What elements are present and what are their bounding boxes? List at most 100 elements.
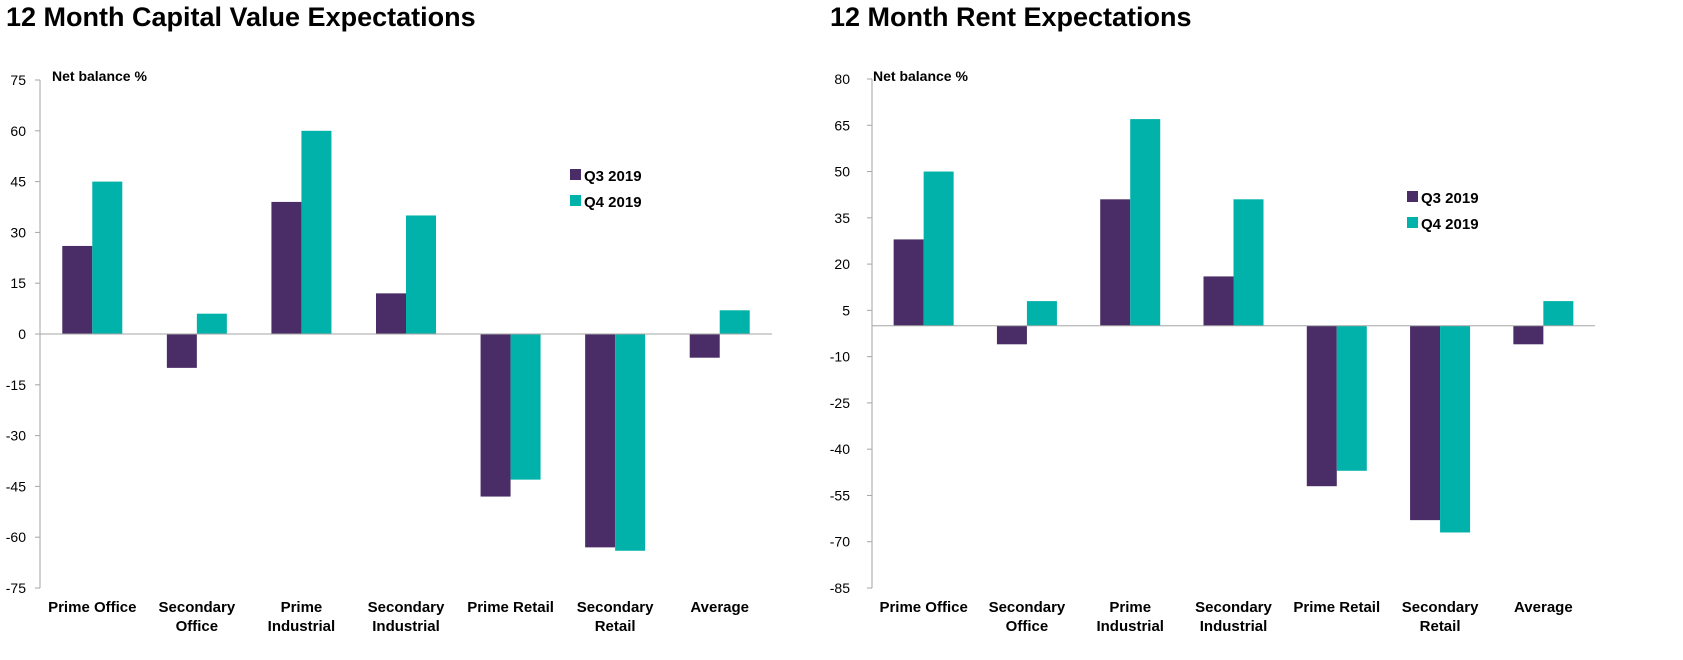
- x-tick-label-line: Industrial: [268, 618, 336, 635]
- x-tick-label-line: Secondary: [577, 599, 654, 616]
- y-tick-label: 35: [834, 210, 850, 226]
- y-tick-label: -55: [830, 487, 850, 503]
- bar-q4-2019-secondary-industrial: [406, 215, 436, 334]
- x-tick-label: Secondary Retail: [1402, 599, 1479, 635]
- y-tick-label: 65: [834, 117, 850, 133]
- x-tick-label: Secondary Office: [989, 599, 1066, 635]
- y-tick-label: 45: [10, 174, 26, 190]
- y-tick-label: 30: [10, 224, 26, 240]
- x-tick-label: Prime Industrial: [268, 599, 336, 635]
- bar-q4-2019-prime-industrial: [301, 130, 332, 334]
- bar-q3-2019-secondary-industrial: [1203, 276, 1234, 326]
- x-tick-label-line: Prime Retail: [1293, 599, 1380, 616]
- x-tick-label: Prime Industrial: [1096, 599, 1164, 635]
- bar-q4-2019-average: [1543, 301, 1574, 326]
- y-tick-label: -85: [830, 580, 850, 596]
- y-tick-label: -15: [6, 377, 26, 393]
- x-tick-label-line: Average: [1514, 599, 1573, 616]
- x-tick-label-line: Secondary: [1402, 599, 1479, 616]
- bar-q3-2019-prime-retail: [480, 334, 511, 497]
- y-tick-label: -40: [830, 441, 850, 457]
- bar-q4-2019-prime-office: [923, 171, 954, 326]
- legend-swatch: [1407, 217, 1418, 228]
- y-tick-label: 5: [842, 302, 850, 318]
- bar-q4-2019-secondary-industrial: [1233, 199, 1264, 326]
- y-tick-label: -10: [830, 349, 850, 365]
- bar-q3-2019-secondary-office: [166, 334, 197, 368]
- x-tick-label: Secondary Office: [159, 599, 236, 635]
- bar-q4-2019-secondary-office: [1026, 301, 1057, 326]
- bar-q4-2019-prime-retail: [1336, 325, 1367, 471]
- legend-swatch: [570, 195, 581, 206]
- y-tick-label: -75: [6, 580, 26, 596]
- x-tick-label: Secondary Industrial: [1195, 599, 1272, 635]
- y-tick-label: -70: [830, 534, 850, 550]
- y-tick-label: -60: [6, 529, 26, 545]
- chart-title-capital-value: 12 Month Capital Value Expectations: [6, 2, 476, 32]
- x-tick-label-line: Office: [1006, 618, 1049, 635]
- bar-q4-2019-prime-retail: [510, 334, 541, 480]
- x-tick-label-line: Office: [176, 618, 219, 635]
- x-tick-label: Prime Retail: [467, 599, 554, 616]
- x-tick-label: Prime Retail: [1293, 599, 1380, 616]
- chart-title-rent: 12 Month Rent Expectations: [830, 2, 1192, 32]
- x-tick-label-line: Industrial: [1200, 618, 1268, 635]
- bar-q3-2019-prime-retail: [1306, 325, 1337, 487]
- legend-label: Q3 2019: [1421, 190, 1479, 207]
- x-tick-label-line: Prime Retail: [467, 599, 554, 616]
- legend-swatch: [1407, 191, 1418, 202]
- y-axis-label: Net balance %: [52, 68, 147, 84]
- y-axis-label: Net balance %: [873, 68, 968, 84]
- y-tick-label: -30: [6, 428, 26, 444]
- x-tick-label-line: Retail: [1420, 618, 1461, 635]
- x-tick-label-line: Secondary: [368, 599, 445, 616]
- x-tick-label-line: Secondary: [989, 599, 1066, 616]
- x-tick-label-line: Secondary: [1195, 599, 1272, 616]
- bar-q4-2019-secondary-retail: [615, 334, 646, 551]
- bar-q3-2019-prime-industrial: [271, 201, 302, 334]
- x-tick-label: Prime Office: [879, 599, 967, 616]
- x-tick-label-line: Prime: [281, 599, 323, 616]
- bar-q3-2019-secondary-industrial: [376, 293, 406, 334]
- bar-q4-2019-secondary-retail: [1440, 325, 1471, 533]
- bar-q4-2019-prime-office: [92, 181, 123, 334]
- bar-q3-2019-prime-industrial: [1100, 199, 1131, 326]
- bar-q4-2019-average: [719, 310, 750, 334]
- x-tick-label: Prime Office: [48, 599, 136, 616]
- x-tick-label-line: Prime: [1109, 599, 1151, 616]
- y-tick-label: 75: [10, 72, 26, 88]
- legend-label: Q4 2019: [584, 194, 642, 211]
- x-tick-label-line: Retail: [595, 618, 636, 635]
- bar-q3-2019-secondary-retail: [1410, 325, 1441, 521]
- y-tick-label: -45: [6, 478, 26, 494]
- x-tick-label-line: Prime Office: [879, 599, 967, 616]
- legend-swatch: [570, 169, 581, 180]
- y-tick-label: 20: [834, 256, 850, 272]
- y-tick-label: 50: [834, 164, 850, 180]
- x-tick-label: Secondary Retail: [577, 599, 654, 635]
- x-tick-label-line: Average: [690, 599, 749, 616]
- bar-q3-2019-average: [689, 334, 720, 358]
- legend-label: Q3 2019: [584, 168, 642, 185]
- x-tick-label: Secondary Industrial: [368, 599, 445, 635]
- bar-q3-2019-average: [1513, 325, 1544, 345]
- legend-label: Q4 2019: [1421, 216, 1479, 233]
- x-tick-label-line: Industrial: [1096, 618, 1164, 635]
- bar-q3-2019-prime-office: [893, 239, 924, 326]
- x-tick-label-line: Secondary: [159, 599, 236, 616]
- x-tick-label-line: Prime Office: [48, 599, 136, 616]
- y-tick-label: 60: [10, 123, 26, 139]
- x-tick-label-line: Industrial: [372, 618, 440, 635]
- x-tick-label: Average: [690, 599, 749, 616]
- y-tick-label: 80: [834, 71, 850, 87]
- y-tick-label: -25: [830, 395, 850, 411]
- y-tick-label: 0: [18, 326, 26, 342]
- x-tick-label: Average: [1514, 599, 1573, 616]
- bar-q3-2019-secondary-retail: [585, 334, 616, 548]
- bar-q4-2019-prime-industrial: [1130, 119, 1161, 326]
- bar-q3-2019-prime-office: [62, 245, 93, 334]
- bar-q4-2019-secondary-office: [196, 313, 227, 334]
- y-tick-label: 15: [10, 275, 26, 291]
